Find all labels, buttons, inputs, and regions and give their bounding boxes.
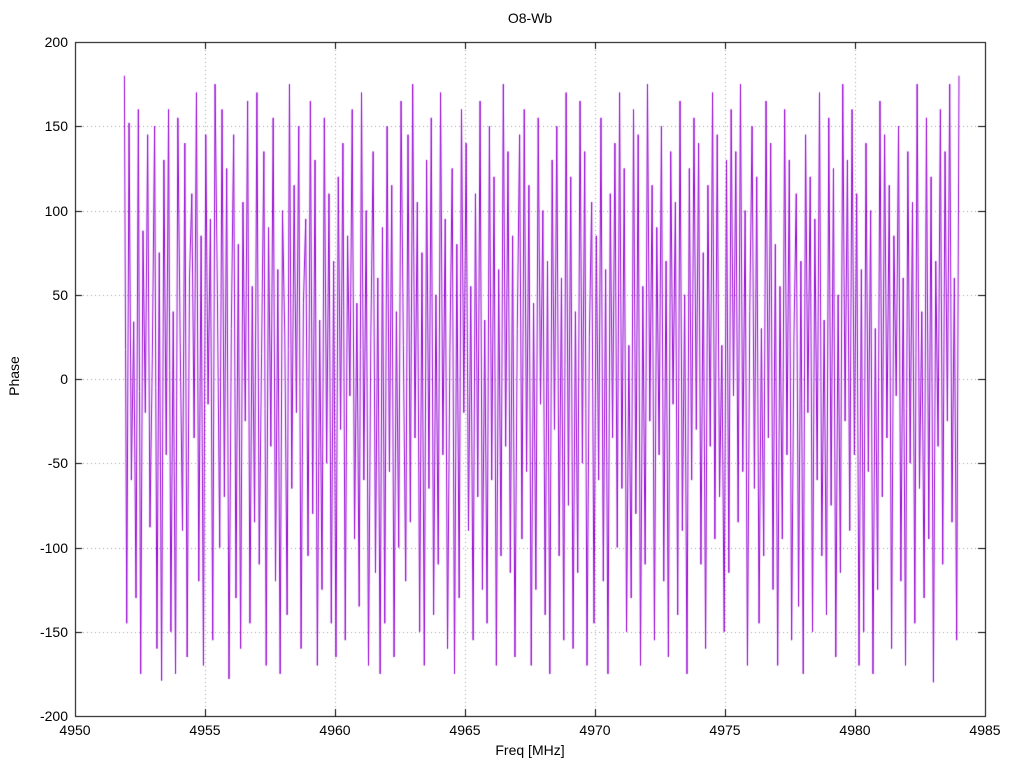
x-tick-label: 4980 <box>839 722 871 738</box>
x-tick-label: 4965 <box>449 722 481 738</box>
y-tick-label: -150 <box>39 623 68 640</box>
x-tick-label: 4950 <box>59 722 91 738</box>
x-tick-label: 4960 <box>319 722 351 738</box>
x-axis-label: Freq [MHz] <box>495 742 565 758</box>
chart-title: O8-Wb <box>507 10 553 26</box>
x-tick-label: 4975 <box>709 722 741 738</box>
x-tick-label: 4955 <box>189 722 221 738</box>
y-tick-label: 200 <box>44 34 68 50</box>
y-tick-label: -100 <box>39 539 68 556</box>
y-tick-label: -50 <box>47 455 68 472</box>
y-tick-label: 0 <box>60 371 68 387</box>
x-tick-label: 4970 <box>579 722 611 738</box>
y-tick-label: 100 <box>44 202 68 219</box>
x-tick-label: 4985 <box>969 722 1001 738</box>
y-tick-label: 150 <box>44 118 68 135</box>
y-tick-label: -200 <box>39 708 68 724</box>
y-tick-label: 50 <box>52 286 68 303</box>
